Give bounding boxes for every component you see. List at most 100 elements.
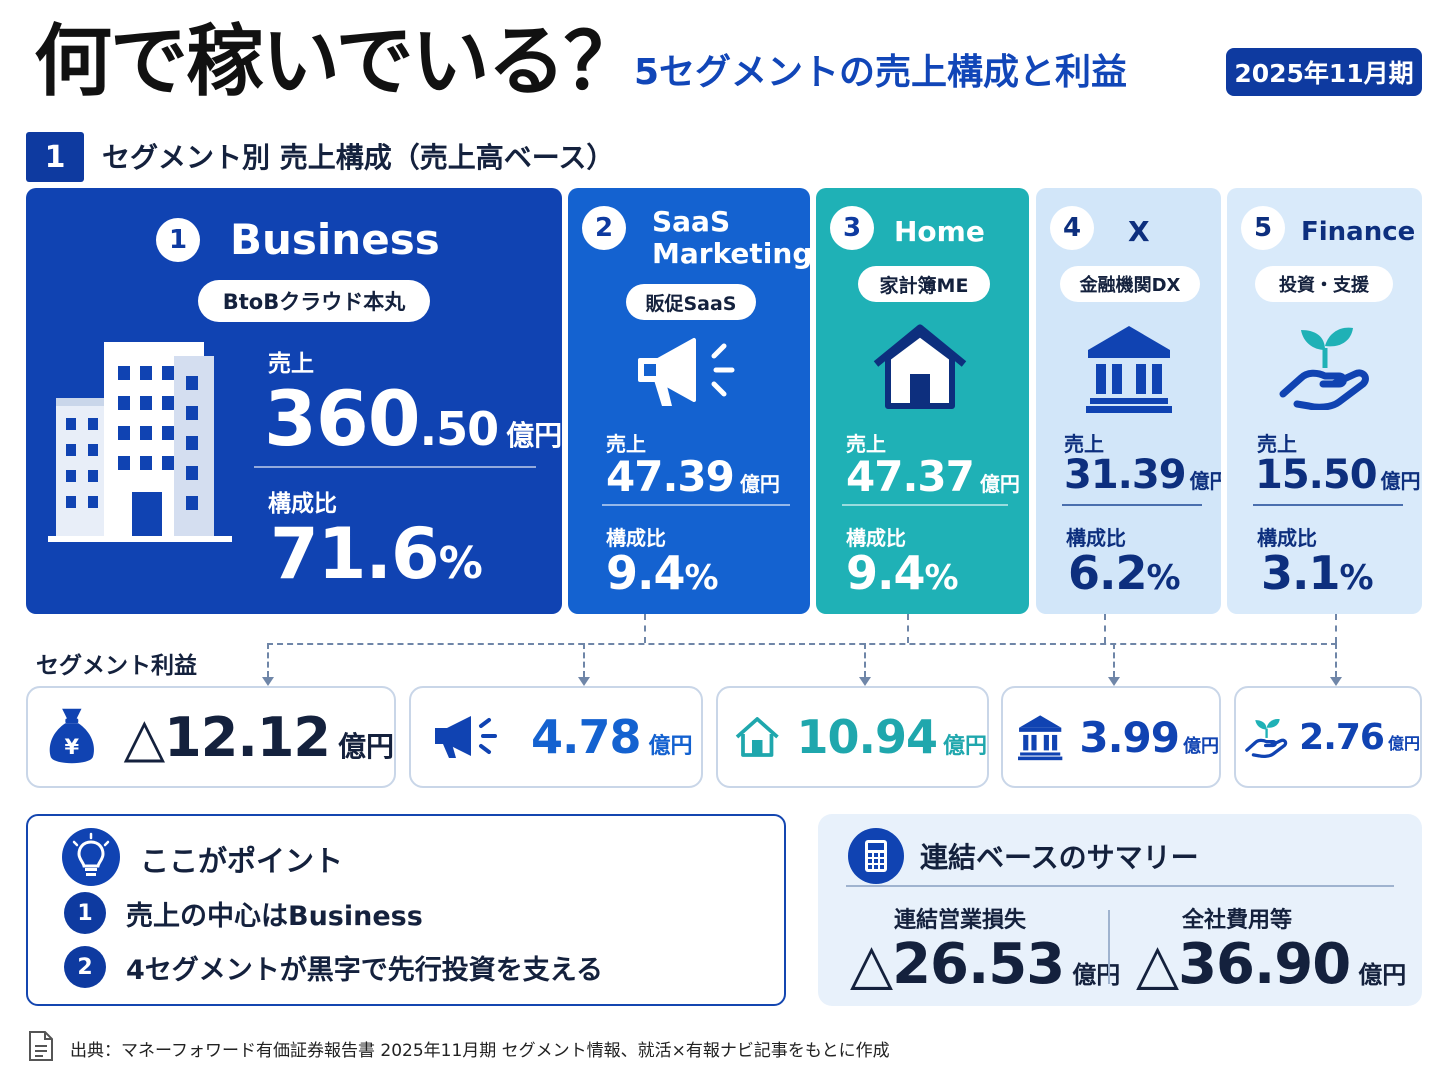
summary-label: 全社費用等 [1182,908,1293,933]
profit-value: 2.76 億円 [1299,716,1420,758]
ratio-value: 71.6% [270,513,483,595]
page-title: 何で稼いでいる？ [34,17,642,107]
calculator-icon [848,828,904,884]
key-points-box: ここがポイント 1 売上の中心はBusiness 2 4セグメントが黒字で先行投… [26,814,786,1006]
segment-tag: 販促SaaS [626,284,756,320]
summary-title: 連結ベースのサマリー [920,841,1199,874]
document-icon [29,1031,53,1061]
sprout-hand-icon [1279,327,1369,410]
source-note: 出典：マネーフォワード有価証券報告書 2025年11月期 セグメント情報、就活×… [70,1041,890,1061]
profit-value: 4.78 億円 [531,710,693,764]
key-point-item: 1 売上の中心はBusiness [64,892,423,934]
sales-value: 360.50 億円 [264,374,562,463]
key-point-text: 4セグメントが黒字で先行投資を支える [126,954,603,986]
sales-label: 売上 [846,432,886,456]
segment-tag: 金融機関DX [1060,266,1200,302]
sprout-hand-icon [1245,718,1288,759]
segment-name: Finance [1301,217,1416,247]
ratio-value: 6.2% [1068,546,1181,600]
profit-box-finance: 2.76 億円 [1234,686,1422,788]
segment-card-finance: 5 Finance 投資・支援 売上 15.50 億円 構成比 3.1% [1227,188,1422,614]
sales-label: 売上 [268,351,314,377]
profit-box-home: 10.94 億円 [716,686,989,788]
section-number: 1 [26,132,84,182]
consolidated-summary-box: 連結ベースのサマリー 連結営業損失 △26.53 億円 全社費用等 △36.90 億… [818,814,1422,1006]
segment-name: X [1128,215,1150,248]
svg-text:¥: ¥ [65,735,80,759]
key-point-number: 2 [64,946,106,988]
segment-name: SaaS Marketing [652,205,810,271]
key-point-number: 1 [64,892,106,934]
sales-label: 売上 [606,432,646,456]
segment-name: Business [230,215,440,264]
divider [846,885,1394,887]
divider [602,504,790,506]
segment-tag: BtoBクラウド本丸 [198,280,430,322]
office-building-icon [48,342,232,542]
ratio-label: 構成比 [1066,526,1126,550]
period-badge: 2025年11月期 [1226,48,1422,96]
divider [1108,910,1110,984]
segment-tag: 投資・支援 [1255,266,1393,302]
divider [842,504,1008,506]
key-point-item: 2 4セグメントが黒字で先行投資を支える [64,946,603,988]
sales-value: 47.37 億円 [846,452,1020,501]
ratio-value: 9.4% [606,546,719,600]
sales-label: 売上 [1064,432,1104,456]
key-point-text: 売上の中心はBusiness [126,900,423,932]
connector-line [644,614,646,643]
section-title: セグメント別 売上構成（売上高ベース） [102,141,615,174]
sales-label: 売上 [1257,432,1297,456]
connector-arrow [262,677,274,686]
segment-number-badge: 5 [1241,206,1285,250]
profit-box-x: 3.99 億円 [1001,686,1221,788]
key-points-title: ここがポイント [140,844,344,878]
profit-box-saas-marketing: 4.78 億円 [409,686,703,788]
connector-line [907,614,909,643]
connector-arrow [1108,677,1120,686]
megaphone-icon [435,716,497,758]
money-bag-yen-icon: ¥ [49,708,94,764]
segment-number-badge: 2 [582,206,626,250]
bank-icon [1018,715,1063,761]
page-subtitle: 5セグメントの売上構成と利益 [634,52,1128,93]
segment-card-saas-marketing: 2 SaaS Marketing 販促SaaS 売上 47.39 億円 構成比 9… [568,188,810,614]
divider [1062,504,1202,506]
connector-line [267,643,269,677]
segment-number-badge: 3 [830,206,874,250]
ratio-label: 構成比 [1257,526,1317,550]
connector-line [267,643,1337,645]
connector-line [1113,643,1115,677]
ratio-label: 構成比 [846,526,906,550]
connector-arrow [578,677,590,686]
profit-value: △12.12 億円 [123,705,394,769]
profit-value: 10.94 億円 [796,710,987,764]
segment-number-badge: 4 [1050,206,1094,250]
connector-line [583,643,585,677]
connector-line [864,643,866,677]
segment-number-badge: 1 [156,218,200,262]
connector-line [1104,614,1106,643]
connector-arrow [1330,677,1342,686]
summary-label: 連結営業損失 [894,908,1027,933]
segment-card-business: 1 Business BtoBクラウド本丸 売上 360.50 億円 構成比 71… [26,188,562,614]
house-icon [735,717,779,757]
segment-card-home: 3 Home 家計簿ME 売上 47.37 億円 構成比 9.4% [816,188,1029,614]
ratio-label: 構成比 [268,491,337,517]
connector-line [1335,614,1337,643]
summary-value: △26.53 億円 [850,932,1121,997]
megaphone-icon [638,338,735,406]
house-icon [873,324,967,409]
sales-value: 15.50 億円 [1255,452,1421,498]
connector-line [1335,643,1337,677]
segment-profit-title: セグメント利益 [36,653,197,679]
bank-icon [1086,326,1172,413]
profit-box-business: ¥ △12.12 億円 [26,686,396,788]
segment-tag: 家計簿ME [858,266,990,302]
segment-card-x: 4 X 金融機関DX 売上 31.39 億円 構成比 6.2% [1036,188,1221,614]
summary-value: △36.90 億円 [1136,932,1407,997]
sales-value: 47.39 億円 [606,452,780,501]
ratio-label: 構成比 [606,526,666,550]
divider [254,466,536,468]
ratio-value: 9.4% [846,546,959,600]
